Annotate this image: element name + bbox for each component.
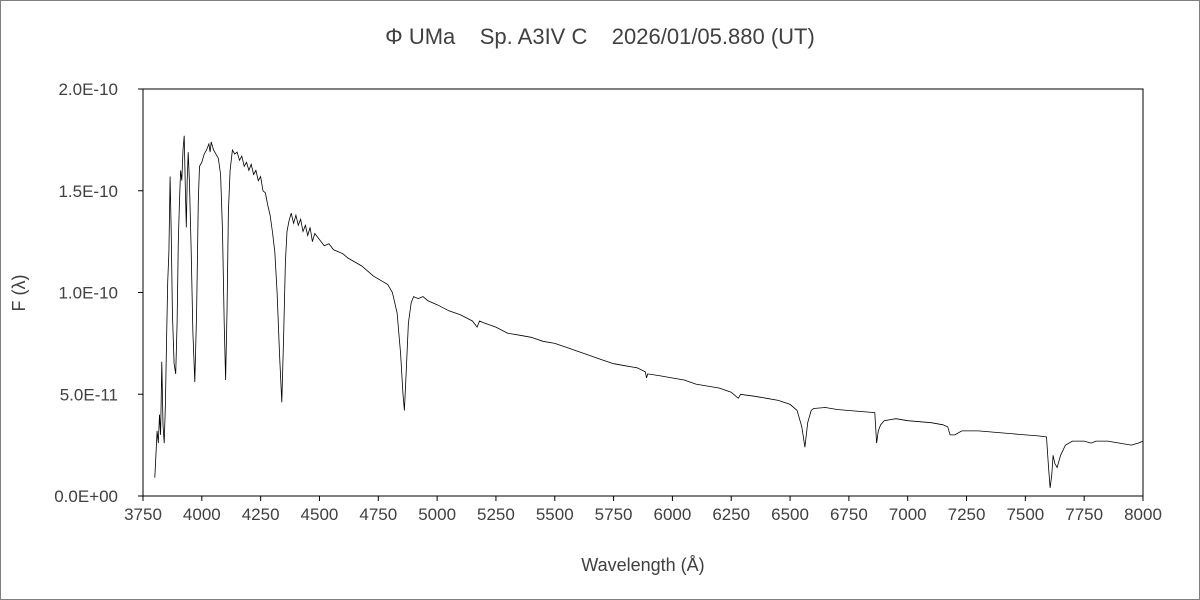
x-axis: 3750 4000 4250 4500 4750 5000 5250 5500 5750 6000…	[124, 496, 1162, 524]
plot-area	[142, 88, 1144, 497]
x-tick-label: 4000	[183, 505, 221, 524]
y-axis: 0.0E+00 5.0E-11 1.0E-10 1.5E-10 2.0E-10	[54, 80, 143, 506]
x-tick-label: 6500	[771, 505, 809, 524]
x-tick-label: 4250	[242, 505, 280, 524]
x-tick-label: 7000	[889, 505, 927, 524]
x-tick-label: 3750	[124, 505, 162, 524]
x-tick-label: 6250	[712, 505, 750, 524]
chart-title: Φ UMa Sp. A3IV C 2026/01/05.880 (UT)	[385, 24, 815, 49]
x-tick-label: 8000	[1124, 505, 1162, 524]
y-tick-label: 1.0E-10	[58, 284, 118, 303]
x-tick-label: 5000	[418, 505, 456, 524]
y-tick-label: 2.0E-10	[58, 80, 118, 99]
y-tick-label: 0.0E+00	[54, 487, 118, 506]
x-tick-label: 6000	[653, 505, 691, 524]
x-tick-label: 5750	[595, 505, 633, 524]
x-tick-label: 7500	[1006, 505, 1044, 524]
x-tick-label: 7250	[948, 505, 986, 524]
y-axis-label: F (λ)	[9, 275, 29, 312]
x-tick-label: 5250	[477, 505, 515, 524]
x-tick-label: 6750	[830, 505, 868, 524]
x-axis-label: Wavelength (Å)	[581, 555, 704, 575]
y-tick-label: 1.5E-10	[58, 182, 118, 201]
spectrum-line	[154, 135, 1144, 488]
x-tick-label: 4750	[359, 505, 397, 524]
x-tick-label: 7750	[1065, 505, 1103, 524]
y-tick-label: 5.0E-11	[60, 385, 118, 404]
x-tick-label: 4500	[301, 505, 339, 524]
x-tick-label: 5500	[536, 505, 574, 524]
